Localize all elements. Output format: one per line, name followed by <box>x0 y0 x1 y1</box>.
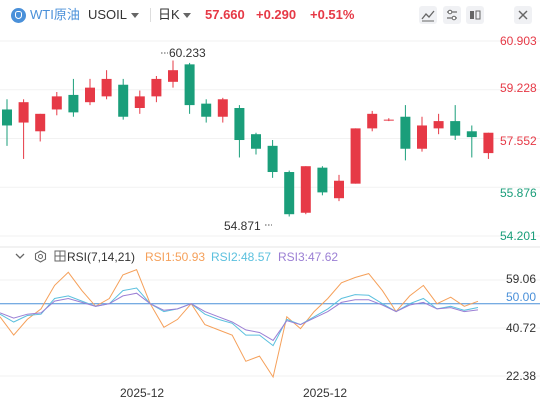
candle-body <box>367 113 378 129</box>
rsi-tick: 50.00 <box>506 290 536 304</box>
candle-body <box>51 96 62 110</box>
price-change: +0.290 <box>256 7 297 22</box>
candles-layer <box>2 60 494 217</box>
close-icon <box>518 10 528 20</box>
candle-body <box>466 131 477 138</box>
high-label: 60.233 <box>169 46 206 60</box>
candle-body <box>251 134 261 149</box>
indicator-bar: RSI(7,14,21) RSI1:50.93 RSI2:48.57 RSI3:… <box>0 249 540 265</box>
candle-body <box>300 166 311 213</box>
candle-body <box>201 103 212 117</box>
fullscreen-icon <box>470 10 481 20</box>
candle-body <box>284 172 295 215</box>
price-tick: 59.228 <box>500 81 537 95</box>
candle-body <box>417 125 427 149</box>
indicator-list-icon[interactable] <box>54 250 66 265</box>
low-label: 54.871 <box>224 219 261 233</box>
period-chevron-down-icon[interactable] <box>183 13 191 18</box>
header-bar: WTI原油 USOIL 日K 57.660 +0.290 +0.51% <box>0 0 540 30</box>
extreme-annotations: 60.233 54.871 <box>161 46 272 233</box>
candle-body <box>151 78 162 97</box>
price-tick: 57.552 <box>500 134 537 148</box>
chart-gridlines <box>0 40 540 237</box>
rsi3-line <box>0 292 479 342</box>
candle-body <box>450 121 461 136</box>
candle-body <box>18 102 29 123</box>
price-tick: 55.876 <box>500 186 537 200</box>
draw-line-icon <box>421 10 435 22</box>
candle-body <box>433 121 444 129</box>
candle-body <box>35 113 46 132</box>
rsi-tick: 59.06 <box>506 272 536 286</box>
date-axis: 2025-12 2025-12 <box>120 386 347 400</box>
draw-line-button[interactable] <box>419 6 437 24</box>
instrument-chevron-down-icon[interactable] <box>131 13 139 18</box>
oil-drop-icon <box>11 8 26 23</box>
candle-body <box>134 96 145 109</box>
rsi-lines-layer <box>0 269 479 379</box>
candle-body <box>2 109 12 126</box>
rsi-axis: 59.06 50.00 40.72 22.38 <box>506 272 536 383</box>
collapse-chevron-icon[interactable] <box>14 250 26 265</box>
candle-body <box>317 167 328 193</box>
settings-gear-icon[interactable] <box>34 250 47 266</box>
price-change-pct: +0.51% <box>310 7 355 22</box>
price-axis: 60.903 59.228 57.552 55.876 54.201 <box>500 34 537 243</box>
rsi-gridlines <box>0 279 540 377</box>
rsi-tick: 40.72 <box>506 321 536 335</box>
rsi2-value: RSI2:48.57 <box>211 250 272 264</box>
indicator-label[interactable]: RSI(7,14,21) <box>67 250 136 264</box>
indicator-settings-icon <box>447 9 457 21</box>
fullscreen-button[interactable] <box>466 6 484 24</box>
candle-body <box>168 70 178 82</box>
period-selector[interactable]: 日K <box>158 7 180 22</box>
candle-body <box>350 128 361 184</box>
candle-body <box>234 108 245 141</box>
rsi3-value: RSI3:47.62 <box>278 250 339 264</box>
candle-body <box>483 132 494 154</box>
rsi-tick: 22.38 <box>506 369 536 383</box>
header-divider <box>150 8 151 22</box>
price-tick: 60.903 <box>500 34 537 48</box>
instrument-code[interactable]: USOIL <box>88 7 128 22</box>
candle-body <box>217 99 228 117</box>
instrument-name[interactable]: WTI原油 <box>30 7 80 22</box>
candle-body <box>101 78 112 97</box>
date-tick: 2025-12 <box>303 386 347 400</box>
rsi2-line <box>0 287 479 347</box>
candle-body <box>334 180 344 199</box>
price-tick: 54.201 <box>500 229 537 243</box>
close-button[interactable] <box>514 6 532 24</box>
candle-body <box>267 145 278 173</box>
last-price: 57.660 <box>205 7 245 22</box>
candle-body <box>68 94 79 113</box>
indicator-settings-button[interactable] <box>443 6 461 24</box>
candle-body <box>118 84 129 117</box>
candle-body <box>184 64 195 106</box>
rsi1-value: RSI1:50.93 <box>145 250 206 264</box>
date-tick: 2025-12 <box>120 386 164 400</box>
candle-body <box>85 87 95 103</box>
candle-body <box>383 119 394 121</box>
rsi1-line <box>0 269 479 379</box>
candle-body <box>400 116 411 149</box>
